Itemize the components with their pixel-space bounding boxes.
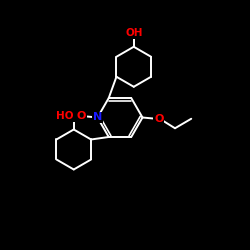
Text: N: N <box>93 112 102 122</box>
Text: HO: HO <box>56 111 74 121</box>
Text: O: O <box>154 114 164 124</box>
Text: O: O <box>76 111 86 121</box>
Text: OH: OH <box>125 28 142 38</box>
